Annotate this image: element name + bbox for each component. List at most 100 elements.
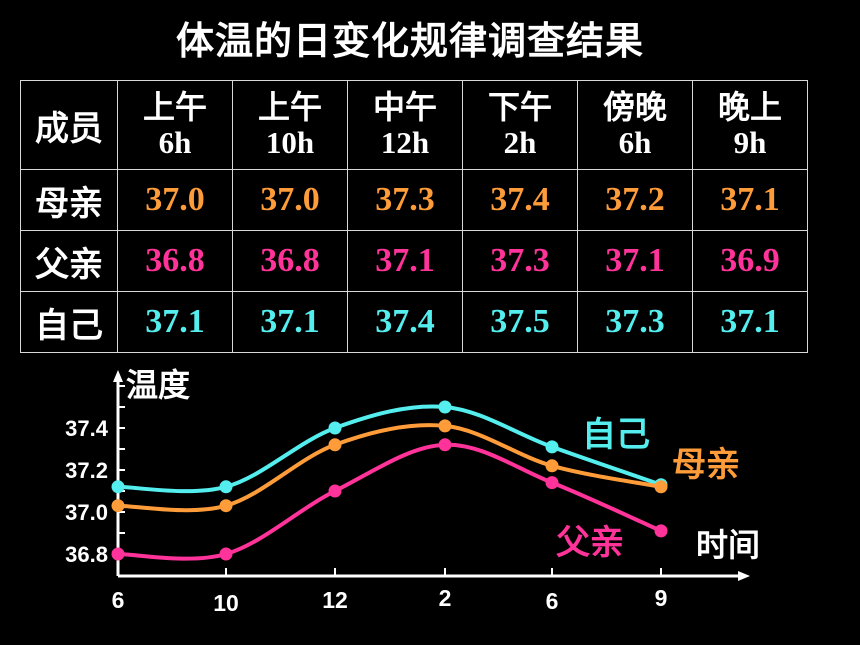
cell-value: 37.0 [260, 181, 320, 218]
table-cell: 37.2 [577, 169, 693, 231]
table-cell: 37.1 [232, 291, 348, 353]
series-point [219, 480, 233, 494]
row-label: 自己 [35, 305, 103, 346]
x-tick-label: 10 [213, 590, 239, 616]
table-cell: 37.1 [347, 230, 463, 292]
row-label-cell: 父亲 [20, 230, 118, 292]
series-line-1 [117, 423, 662, 513]
column-period: 傍晚 [602, 88, 667, 126]
series-point [438, 438, 452, 452]
y-tick-label: 37.0 [65, 500, 108, 525]
table-cell: 37.1 [117, 291, 233, 353]
table-cell: 36.8 [232, 230, 348, 292]
table-cell: 37.4 [462, 169, 578, 231]
table-cell: 37.1 [692, 169, 808, 231]
table-row-father: 父亲 36.8 36.8 37.1 37.3 37.1 36.9 [20, 230, 808, 292]
series-label: 父亲 [556, 523, 624, 563]
series-point [328, 484, 342, 498]
table-cell: 37.1 [692, 291, 808, 353]
column-hour: 10h [265, 125, 315, 160]
series-point [438, 400, 452, 414]
cell-value: 37.1 [720, 303, 780, 340]
cell-value: 37.0 [145, 181, 205, 218]
column-header: 下午 2h [462, 80, 578, 170]
series-point [328, 421, 342, 435]
chart-axes [113, 370, 750, 581]
cell-value: 37.3 [490, 242, 550, 279]
series-point [111, 499, 125, 513]
column-hour: 6h [158, 125, 192, 160]
cell-value: 37.1 [375, 242, 435, 279]
x-axis-arrow [738, 571, 750, 581]
series-point [438, 419, 452, 433]
series-point [545, 476, 559, 490]
cell-value: 36.8 [145, 242, 205, 279]
x-tick-label: 12 [322, 587, 348, 613]
series-label: 母亲 [672, 445, 740, 485]
y-axis-arrow [113, 370, 123, 382]
cell-value: 37.4 [375, 303, 435, 340]
cell-value: 36.9 [720, 242, 780, 279]
cell-value: 36.8 [260, 242, 320, 279]
x-tick-label: 6 [546, 588, 559, 614]
table-row-self: 自己 37.1 37.1 37.4 37.5 37.3 37.1 [20, 291, 808, 353]
corner-label: 成员 [35, 108, 103, 149]
column-header: 晚上 9h [692, 80, 808, 170]
table-row-mother: 母亲 37.0 37.0 37.3 37.4 37.2 37.1 [20, 169, 808, 231]
table-cell: 37.3 [462, 230, 578, 292]
series-point [328, 438, 342, 452]
x-tick-label: 6 [112, 587, 125, 613]
row-label-cell: 母亲 [20, 169, 118, 231]
series-point [219, 499, 233, 513]
column-hour: 6h [618, 125, 652, 160]
page-title: 体温的日变化规律调查结果 [175, 19, 644, 63]
column-period: 中午 [372, 88, 437, 126]
cell-value: 37.1 [145, 303, 205, 340]
column-period: 上午 [142, 88, 207, 126]
series-point [219, 547, 233, 561]
table-cell: 37.0 [117, 169, 233, 231]
table-cell: 37.3 [577, 291, 693, 353]
cell-value: 37.3 [375, 181, 435, 218]
series-line-2 [117, 442, 662, 561]
series-point [111, 480, 125, 494]
y-tick-label: 37.4 [65, 416, 109, 441]
column-header: 中午 12h [347, 80, 463, 170]
cell-value: 37.5 [490, 303, 550, 340]
cell-value: 37.1 [720, 181, 780, 218]
series-point [654, 480, 668, 494]
series-point [545, 459, 559, 473]
series-point [111, 547, 125, 561]
series-point [654, 524, 668, 538]
cell-value: 37.4 [490, 181, 550, 218]
column-period: 上午 [257, 88, 322, 126]
column-period: 晚上 [717, 88, 782, 126]
temperature-table: 成员 上午 6h 上午 10h 中午 12h 下午 2h 傍晚 6h 晚上 9h 母亲 37… [20, 80, 808, 353]
table-cell: 37.1 [577, 230, 693, 292]
x-tick-label: 9 [655, 585, 668, 611]
table-header-row: 成员 上午 6h 上午 10h 中午 12h 下午 2h 傍晚 6h 晚上 9h [20, 80, 808, 170]
series-line-0 [117, 404, 662, 494]
column-period: 下午 [487, 88, 552, 126]
cell-value: 37.1 [605, 242, 665, 279]
x-axis-label: 时间 [696, 526, 760, 564]
series-point [545, 440, 559, 454]
y-axis-label: 温度 [126, 366, 190, 404]
y-tick-label: 37.2 [65, 458, 108, 483]
row-label: 父亲 [35, 244, 103, 285]
x-tick-label: 2 [439, 585, 452, 611]
series-label: 自己 [582, 415, 650, 455]
column-hour: 9h [733, 125, 767, 160]
row-label: 母亲 [35, 183, 103, 224]
cell-value: 37.2 [605, 181, 665, 218]
column-header: 傍晚 6h [577, 80, 693, 170]
cell-value: 37.3 [605, 303, 665, 340]
column-hour: 2h [503, 125, 537, 160]
column-hour: 12h [380, 125, 430, 160]
chart-series [111, 400, 668, 561]
y-tick-label: 36.8 [65, 542, 108, 567]
corner-header: 成员 [20, 80, 118, 170]
cell-value: 37.1 [260, 303, 320, 340]
